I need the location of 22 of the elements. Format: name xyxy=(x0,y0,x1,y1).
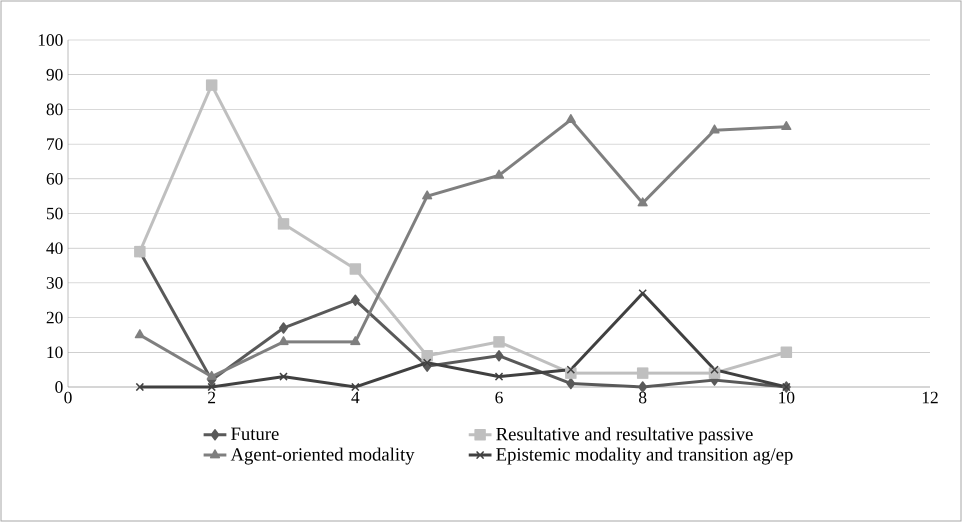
y-tick-label: 90 xyxy=(46,68,63,81)
y-tick-label: 40 xyxy=(46,242,63,254)
x-tick-label: 4 xyxy=(351,392,360,404)
y-tick-label: 50 xyxy=(46,208,63,220)
legend-label: Resultative and resultative passive xyxy=(496,427,753,444)
x-tick-label: 6 xyxy=(495,392,503,404)
legend-label: Epistemic modality and transition ag/ep xyxy=(496,448,793,465)
y-tick-label: 70 xyxy=(47,138,63,150)
x-tick-label: 12 xyxy=(922,392,938,404)
legend-label: Agent-oriented modality xyxy=(230,448,415,465)
y-tick-label: 0 xyxy=(55,381,63,393)
y-tick-label: 60 xyxy=(46,172,63,185)
x-tick-label: 2 xyxy=(208,392,216,404)
legend-label: Future xyxy=(231,428,279,440)
y-tick-label: 100 xyxy=(38,34,63,46)
y-tick-label: 30 xyxy=(46,277,63,289)
y-tick-label: 20 xyxy=(46,312,63,324)
x-tick-label: 8 xyxy=(639,392,646,404)
y-tick-label: 80 xyxy=(46,104,63,116)
y-tick-label: 10 xyxy=(47,346,63,358)
x-tick-label: 10 xyxy=(779,392,794,404)
x-tick-label: 0 xyxy=(64,392,72,404)
